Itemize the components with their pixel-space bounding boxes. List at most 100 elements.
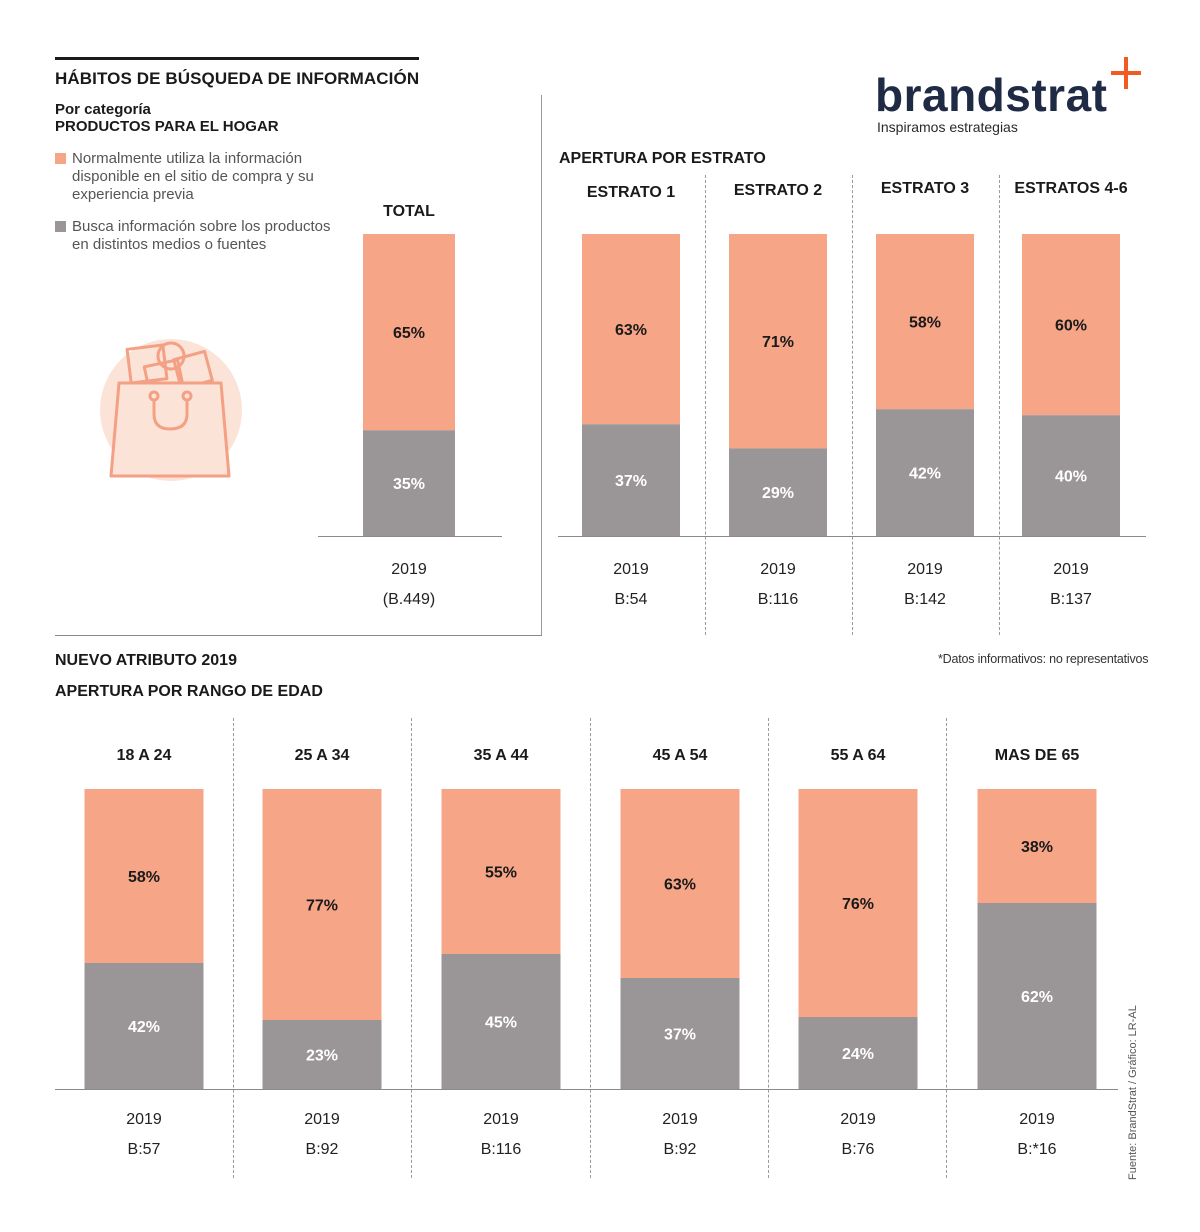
year-label: 2019 [907, 561, 943, 578]
title-rule [55, 57, 419, 60]
separator [411, 718, 412, 1178]
column-header: 35 A 44 [473, 747, 529, 764]
bar-segment-bottom-estrato-1 [729, 448, 827, 536]
bar-segment-top-estrato-0 [582, 234, 680, 425]
plus-icon [1111, 57, 1141, 89]
bar-segment-bottom-estrato-0 [582, 424, 680, 536]
bar-segment-bottom-edad-2 [441, 954, 561, 1089]
column-header: ESTRATO 1 [586, 184, 676, 201]
bar-segment-bottom-edad-1 [262, 1020, 382, 1089]
legend: Normalmente utiliza la información dispo… [55, 150, 335, 254]
bar-segment-top-edad-1 [262, 789, 382, 1020]
baseline [558, 536, 1146, 537]
bar-segment-top-estrato-2 [876, 234, 974, 410]
bar-segment-top-estrato-1 [729, 234, 827, 449]
legend-text: Busca información sobre los productos en… [72, 218, 331, 253]
bar-segment-top-total-0 [363, 234, 455, 431]
data-label-bottom: 42% [909, 466, 941, 483]
sample-base-label: B:54 [614, 591, 648, 608]
data-label-bottom: 29% [762, 485, 794, 502]
data-label-top: 55% [485, 865, 517, 882]
divider-horizontal [55, 635, 542, 636]
bar-segment-bottom-edad-0 [84, 963, 204, 1089]
baseline [318, 536, 502, 537]
year-label: 2019 [483, 1111, 519, 1128]
data-label-top: 58% [909, 315, 941, 332]
bar-segment-top-edad-5 [977, 789, 1097, 903]
legend-item-own-info: Normalmente utiliza la información dispo… [55, 150, 335, 204]
sample-base-label: B:76 [841, 1141, 875, 1158]
shopping-bag-icon [100, 339, 242, 481]
column-header: 45 A 54 [652, 747, 708, 764]
sample-base-label: B:57 [127, 1141, 161, 1158]
year-label: 2019 [840, 1111, 876, 1128]
bar-segment-top-estrato-3 [1022, 234, 1120, 416]
column-header: ESTRATOS 4-6 [1014, 180, 1128, 197]
sample-base-label: (B.449) [382, 591, 436, 608]
year-label: 2019 [391, 561, 427, 578]
sample-base-label: B:116 [757, 591, 799, 608]
page-title: HÁBITOS DE BÚSQUEDA DE INFORMACIÓN [55, 69, 420, 88]
data-label-top: 63% [615, 322, 647, 339]
note-text: *Datos informativos: no representativos [938, 652, 1149, 666]
brand-tagline: Inspiramos estrategias [877, 119, 1018, 135]
separator [946, 718, 947, 1178]
year-label: 2019 [662, 1111, 698, 1128]
separator [233, 718, 234, 1178]
year-label: 2019 [760, 561, 796, 578]
data-label-top: 76% [842, 896, 874, 913]
legend-item-search-info: Busca información sobre los productos en… [55, 218, 335, 254]
bar-segment-bottom-estrato-2 [876, 409, 974, 536]
data-label-top: 63% [664, 877, 696, 894]
data-label-top: 77% [306, 898, 338, 915]
bar-segment-bottom-estrato-3 [1022, 415, 1120, 536]
year-label: 2019 [126, 1111, 162, 1128]
category-name: PRODUCTOS PARA EL HOGAR [55, 118, 279, 135]
edad-title: APERTURA POR RANGO DE EDAD [55, 683, 323, 700]
bar-segment-top-edad-4 [798, 789, 918, 1017]
data-label-bottom: 37% [664, 1027, 696, 1044]
sample-base-label: B:92 [663, 1141, 697, 1158]
column-header: TOTAL [383, 203, 435, 220]
separator [852, 175, 853, 635]
data-label-top: 65% [393, 325, 425, 342]
data-label-bottom: 45% [485, 1015, 517, 1032]
column-header: 25 A 34 [294, 747, 350, 764]
legend-swatch-salmon [55, 153, 66, 164]
separator [590, 718, 591, 1178]
sample-base-label: B:*16 [1017, 1141, 1057, 1158]
category-label: Por categoría [55, 101, 151, 118]
nuevo-atributo-title: NUEVO ATRIBUTO 2019 [55, 652, 237, 669]
separator [705, 175, 706, 635]
divider-vertical [541, 95, 542, 635]
data-label-bottom: 23% [306, 1048, 338, 1065]
bar-segment-top-edad-3 [620, 789, 740, 978]
data-label-top: 71% [762, 334, 794, 351]
bar-segment-top-edad-2 [441, 789, 561, 954]
column-header: 55 A 64 [830, 747, 886, 764]
legend-text: Normalmente utiliza la información dispo… [72, 150, 314, 203]
bar-segment-bottom-total-0 [363, 430, 455, 536]
legend-swatch-gray [55, 221, 66, 232]
data-label-bottom: 42% [128, 1019, 160, 1036]
sample-base-label: B:92 [305, 1141, 339, 1158]
bar-segment-bottom-edad-4 [798, 1017, 918, 1089]
bar-segment-bottom-edad-5 [977, 903, 1097, 1089]
column-header: ESTRATO 3 [880, 180, 970, 197]
data-label-bottom: 24% [842, 1046, 874, 1063]
data-label-bottom: 62% [1021, 989, 1053, 1006]
bar-segment-bottom-edad-3 [620, 978, 740, 1089]
separator [999, 175, 1000, 635]
bar-segment-top-edad-0 [84, 789, 204, 963]
data-label-top: 58% [128, 869, 160, 886]
sample-base-label: B:116 [480, 1141, 522, 1158]
year-label: 2019 [1019, 1111, 1055, 1128]
data-label-bottom: 40% [1055, 469, 1087, 486]
sample-base-label: B:142 [904, 591, 946, 608]
data-label-bottom: 35% [393, 476, 425, 493]
brand-logo: brandstrat [875, 69, 1108, 121]
column-header: ESTRATO 2 [733, 182, 823, 199]
year-label: 2019 [304, 1111, 340, 1128]
data-label-top: 38% [1021, 839, 1053, 856]
